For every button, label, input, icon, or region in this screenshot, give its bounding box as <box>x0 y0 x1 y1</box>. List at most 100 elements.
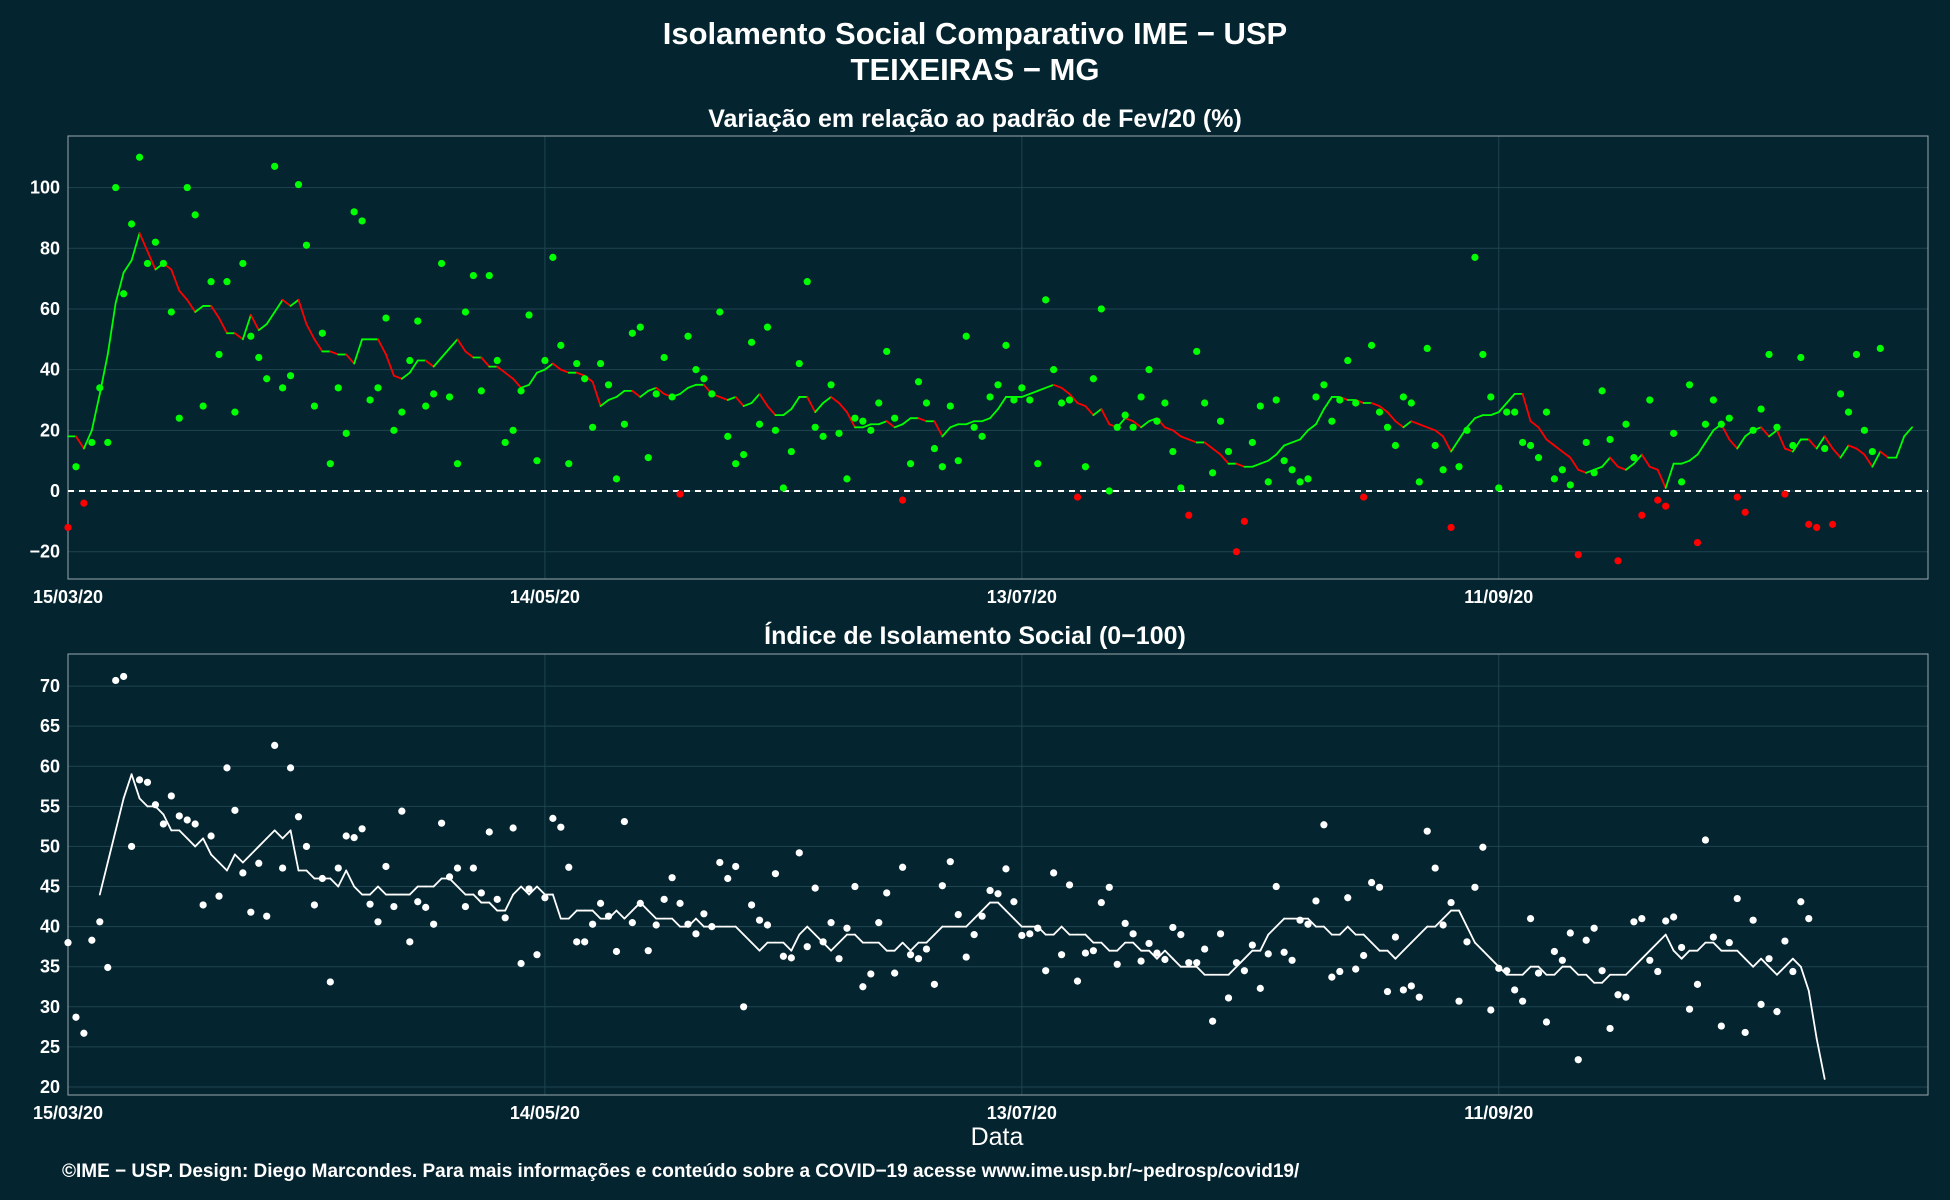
daily-point <box>1662 502 1670 510</box>
daily-point <box>1503 967 1511 975</box>
daily-point <box>239 869 247 877</box>
daily-point <box>1336 396 1344 404</box>
moving-average-segment <box>130 773 141 800</box>
daily-point <box>1495 484 1503 492</box>
moving-average-segment <box>432 356 443 368</box>
moving-average-segment <box>1171 429 1182 438</box>
daily-point <box>88 936 96 944</box>
daily-point <box>159 259 167 268</box>
moving-average-segment <box>1561 450 1572 459</box>
moving-average-segment <box>202 837 212 856</box>
daily-point <box>1367 878 1376 887</box>
moving-average-segment <box>504 893 515 912</box>
moving-average-segment <box>329 877 340 888</box>
moving-average-segment <box>1036 386 1047 392</box>
daily-point <box>493 895 501 903</box>
daily-point <box>1209 1017 1217 1025</box>
moving-average-segment <box>464 350 475 359</box>
moving-average-segment <box>591 909 602 920</box>
moving-average-segment <box>162 813 173 832</box>
moving-average-segment <box>106 829 117 864</box>
daily-point <box>1566 481 1574 489</box>
daily-point <box>755 420 764 428</box>
daily-point <box>1733 493 1741 501</box>
moving-average-segment <box>1776 965 1786 976</box>
moving-average-segment <box>456 885 467 896</box>
moving-average-segment <box>138 232 149 253</box>
moving-average-segment <box>1052 383 1063 389</box>
moving-average-segment <box>1219 453 1230 465</box>
daily-point <box>1741 508 1749 516</box>
moving-average-segment <box>369 885 379 896</box>
daily-point <box>835 429 843 437</box>
daily-point <box>1558 956 1566 964</box>
moving-average-segment <box>1760 426 1770 438</box>
moving-average-segment <box>830 941 840 952</box>
moving-average-segment <box>114 797 125 832</box>
daily-point <box>1185 511 1193 519</box>
daily-point <box>732 862 740 871</box>
daily-point <box>1272 396 1280 404</box>
moving-average-segment <box>1227 965 1238 976</box>
moving-average-segment <box>1903 426 1914 438</box>
moving-average-segment <box>599 399 610 407</box>
moving-average-segment <box>782 408 793 417</box>
daily-point <box>978 912 986 920</box>
daily-point <box>1129 930 1137 938</box>
daily-point <box>485 271 493 280</box>
daily-point <box>1224 994 1233 1002</box>
daily-point <box>80 1029 88 1037</box>
daily-point <box>358 825 366 833</box>
moving-average-segment <box>385 353 395 377</box>
daily-point <box>1638 915 1646 923</box>
moving-average-segment <box>170 268 181 292</box>
moving-average-segment <box>1386 949 1397 960</box>
daily-point <box>533 951 541 959</box>
moving-average-segment <box>265 829 276 840</box>
daily-point <box>1622 420 1630 428</box>
daily-point <box>64 523 72 532</box>
daily-point <box>1685 381 1694 389</box>
moving-average-segment <box>281 829 292 840</box>
moving-average-segment <box>814 402 825 414</box>
moving-average-segment <box>806 396 817 414</box>
moving-average-segment <box>186 298 197 313</box>
daily-point <box>1399 393 1407 401</box>
daily-point <box>1232 548 1241 556</box>
daily-point <box>819 938 827 946</box>
daily-point <box>1383 987 1392 996</box>
moving-average-segment <box>1736 949 1747 960</box>
moving-average-segment <box>210 853 220 864</box>
moving-average-segment <box>559 368 570 374</box>
daily-point <box>1201 945 1209 953</box>
daily-point <box>1113 960 1121 968</box>
moving-average-segment <box>536 885 546 896</box>
moving-average-segment <box>1164 949 1174 960</box>
daily-point <box>223 278 231 286</box>
moving-average-segment <box>1140 420 1150 429</box>
moving-average-segment <box>1585 973 1596 984</box>
daily-point <box>390 902 398 911</box>
daily-point <box>366 396 374 404</box>
daily-point <box>1081 463 1090 471</box>
moving-average-segment <box>551 893 562 920</box>
daily-point <box>1677 943 1686 952</box>
moving-average-segment <box>1124 417 1135 423</box>
daily-point <box>716 308 724 316</box>
moving-average-segment <box>901 417 912 426</box>
moving-average-segment <box>1386 411 1397 423</box>
moving-average-segment <box>1537 965 1548 976</box>
daily-point <box>1741 1028 1749 1037</box>
daily-point <box>962 332 970 340</box>
moving-average-segment <box>1553 444 1564 453</box>
daily-point <box>660 353 668 362</box>
daily-point <box>1161 955 1169 964</box>
daily-point <box>708 923 716 931</box>
daily-point <box>859 983 867 991</box>
moving-average-segment <box>488 901 499 912</box>
moving-average-segment <box>989 408 999 420</box>
daily-point <box>406 356 414 365</box>
moving-average-segment <box>695 917 705 928</box>
moving-average-segment <box>750 393 761 404</box>
y-tick-label: 25 <box>40 1037 60 1057</box>
